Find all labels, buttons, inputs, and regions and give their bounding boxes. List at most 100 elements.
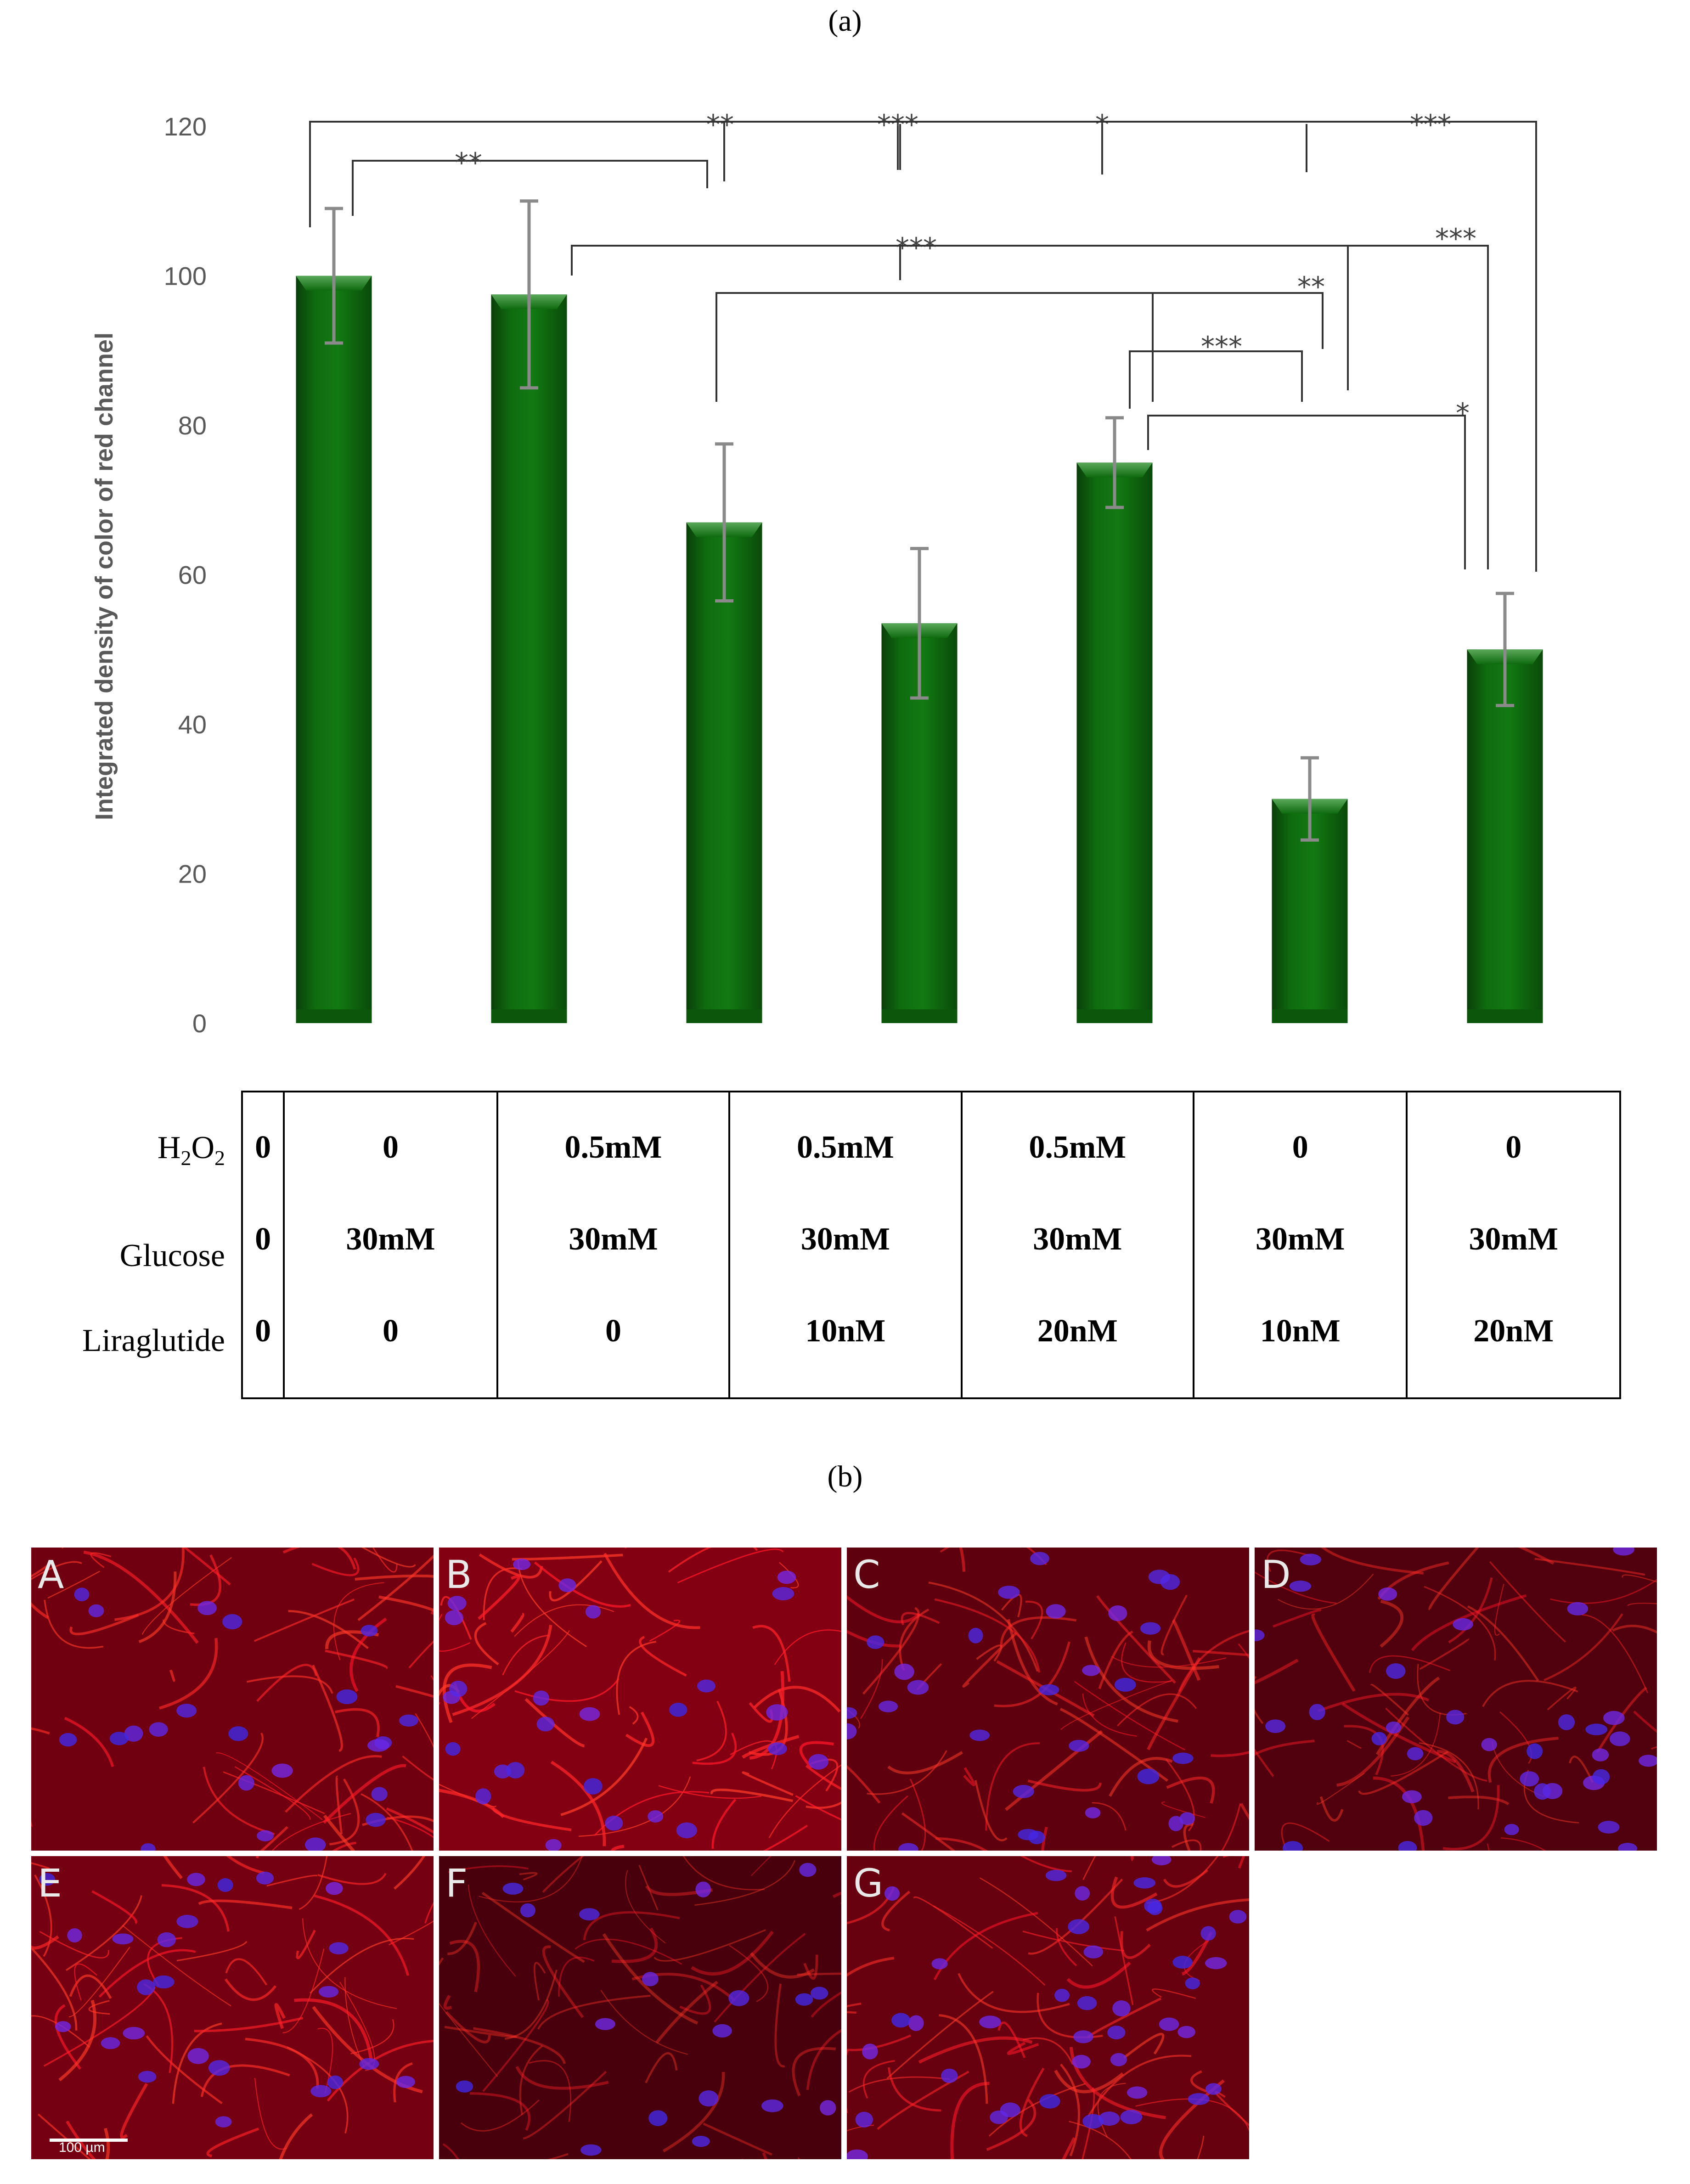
nucleus [1108, 1605, 1127, 1621]
nucleus [1407, 1747, 1424, 1761]
filament [602, 1933, 699, 2025]
filament [523, 2071, 607, 2139]
filament [860, 1659, 883, 1719]
filament [66, 2120, 96, 2159]
filament [355, 1574, 434, 1581]
filament [1131, 1856, 1134, 1862]
filament [299, 1856, 328, 1910]
nucleus [217, 1878, 233, 1892]
nucleus [1073, 2030, 1093, 2043]
nucleus [1085, 1807, 1101, 1818]
bar-base [296, 1009, 372, 1023]
filament [1266, 1549, 1312, 1572]
filament [1255, 1748, 1274, 1777]
filament [1066, 1961, 1131, 1989]
filament [668, 1548, 758, 1573]
filament [752, 1625, 791, 1682]
filament [514, 1604, 614, 1637]
significance-label: *** [1410, 109, 1451, 141]
filament [138, 1571, 177, 1644]
nucleus [1137, 1768, 1160, 1784]
filament [288, 1610, 369, 1649]
filament [314, 1894, 410, 1976]
filament [537, 1994, 651, 2030]
nucleus [475, 1788, 491, 1805]
nucleus [187, 2048, 209, 2064]
condition-value-glucose: 0 [255, 1221, 271, 1257]
filament [194, 2016, 304, 2032]
nucleus [867, 1635, 884, 1649]
filament [1147, 1657, 1201, 1751]
nucleus [847, 1723, 857, 1739]
nucleus [1446, 1710, 1465, 1725]
filament [517, 1560, 587, 1647]
filament [1436, 1750, 1475, 1793]
nucleus [1072, 2055, 1091, 2069]
nucleus [891, 2013, 911, 2028]
filament [1487, 1737, 1559, 1783]
filament [39, 1931, 109, 1959]
filament [625, 1711, 655, 1747]
filament [1380, 1599, 1404, 1648]
filament [478, 1575, 520, 1620]
condition-value-glucose: 30mM [1469, 1221, 1558, 1257]
filament [1534, 1558, 1645, 1576]
nucleus [772, 1587, 794, 1600]
condition-value-liraglutide: 20nM [1473, 1313, 1554, 1349]
nucleus [1603, 1711, 1625, 1725]
nucleus [112, 1933, 134, 1945]
nucleus [1592, 1748, 1609, 1762]
filament [1197, 2135, 1205, 2159]
filament [611, 1927, 658, 1963]
filament [976, 1644, 1003, 1662]
filament [1448, 1577, 1493, 1644]
panel-letter: F [445, 1861, 468, 1906]
micrograph-background [31, 1856, 434, 2159]
nucleus [1371, 1732, 1387, 1745]
condition-value-h2o2: 0 [1292, 1130, 1308, 1165]
filament [867, 1750, 947, 1795]
micrograph-E: E 100 µm [31, 1856, 434, 2159]
filament [1550, 1579, 1657, 1604]
filament [797, 1972, 841, 1976]
filament [335, 1775, 343, 1835]
filament [1087, 2055, 1192, 2117]
nucleus [222, 1614, 242, 1630]
filament [172, 2022, 222, 2104]
micrograph-background [439, 1856, 841, 2159]
filament [779, 1562, 799, 1588]
filament [806, 1801, 841, 1809]
filament [1082, 1856, 1096, 1880]
significance-bracket [309, 121, 1537, 572]
filament [1569, 1756, 1594, 1783]
micrograph-image [31, 1548, 434, 1851]
condition-value-glucose: 30mM [346, 1221, 435, 1257]
filament [1238, 1856, 1245, 1869]
filament [1060, 1680, 1172, 1730]
nucleus [1082, 1665, 1100, 1676]
row-label-h2o2: H2O2 [157, 1130, 225, 1170]
filament [1193, 1649, 1249, 1656]
nucleus [367, 1739, 389, 1752]
filament [1255, 1676, 1264, 1724]
nucleus [176, 1914, 198, 1928]
filament [279, 2113, 313, 2159]
filament [1056, 1928, 1077, 1966]
filament [271, 1813, 351, 1851]
y-tick-label: 40 [178, 710, 207, 739]
filament [447, 1921, 477, 1955]
filament [1165, 1758, 1195, 1832]
filament [424, 1902, 434, 1924]
filament [1178, 1630, 1249, 1692]
filament [378, 1595, 434, 1612]
nucleus [1639, 1755, 1657, 1767]
filament [901, 1612, 940, 1626]
filament [1054, 2070, 1124, 2094]
filament [873, 1795, 908, 1851]
filament [1172, 1619, 1201, 1681]
nucleus [728, 1990, 749, 2006]
nucleus [907, 1680, 929, 1695]
filament [479, 1554, 543, 1579]
significance-label: * [1456, 397, 1470, 429]
nucleus [1075, 1886, 1090, 1901]
